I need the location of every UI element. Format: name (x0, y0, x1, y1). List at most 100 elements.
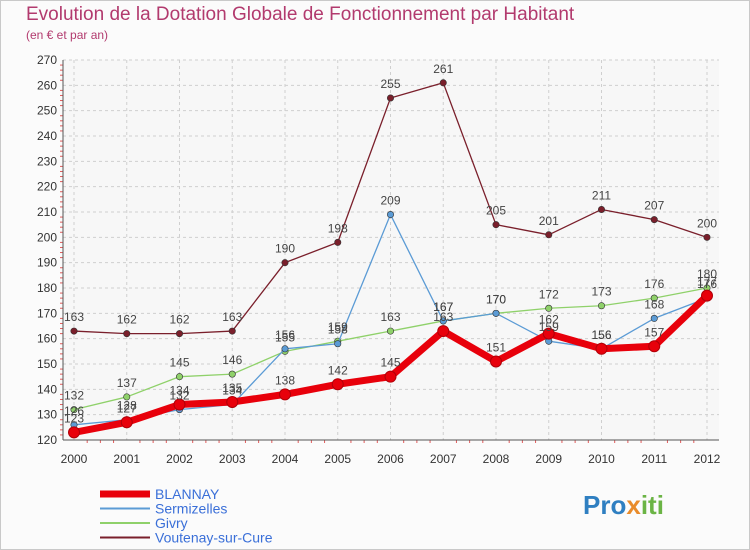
data-label: 145 (380, 356, 400, 370)
data-point-givry (123, 393, 131, 401)
data-point-voutenay-sur-cure (492, 221, 500, 229)
y-tick-label: 160 (37, 332, 57, 346)
data-point-givry (70, 406, 78, 414)
data-point-blannay (120, 416, 133, 429)
data-label: 162 (169, 313, 189, 327)
x-tick-label: 2000 (61, 452, 88, 466)
chart-title: Evolution de la Dotation Globale de Fonc… (26, 4, 575, 25)
data-point-sermizelles (650, 314, 658, 322)
data-label: 198 (328, 221, 348, 235)
y-tick-label: 250 (37, 104, 57, 118)
data-label: 132 (64, 389, 84, 403)
data-point-blannay (648, 340, 661, 353)
data-point-voutenay-sur-cure (386, 94, 394, 102)
y-tick-label: 230 (37, 154, 57, 168)
data-label: 137 (117, 376, 137, 390)
y-tick-label: 240 (37, 129, 57, 143)
data-label: 261 (433, 62, 453, 76)
data-point-voutenay-sur-cure (650, 216, 658, 224)
data-label: 207 (644, 199, 664, 213)
data-label: 128 (117, 399, 137, 413)
data-point-sermizelles (439, 317, 447, 325)
data-point-givry (597, 302, 605, 310)
y-tick-label: 130 (37, 408, 57, 422)
data-point-givry (176, 373, 184, 381)
data-point-blannay (279, 388, 291, 401)
data-label: 138 (275, 373, 295, 387)
y-tick-label: 210 (37, 205, 57, 219)
data-label: 151 (486, 340, 506, 354)
x-tick-label: 2001 (113, 452, 140, 466)
data-label: 163 (64, 310, 84, 324)
data-point-voutenay-sur-cure (334, 238, 342, 246)
data-point-blannay (331, 378, 344, 391)
data-point-voutenay-sur-cure (545, 231, 553, 239)
data-label: 157 (644, 325, 664, 339)
data-point-voutenay-sur-cure (70, 327, 78, 335)
x-tick-label: 2010 (588, 452, 615, 466)
y-tick-label: 200 (37, 230, 57, 244)
data-label: 162 (117, 313, 137, 327)
y-tick-label: 190 (37, 256, 57, 270)
x-tick-label: 2006 (377, 452, 404, 466)
data-label: 180 (697, 267, 717, 281)
y-tick-label: 220 (37, 180, 57, 194)
data-point-blannay (437, 325, 450, 338)
data-point-blannay (701, 289, 713, 302)
data-label: 158 (328, 323, 348, 337)
data-point-blannay (490, 355, 502, 368)
legend-label: BLANNAY (155, 486, 220, 502)
legend-label: Voutenay-sur-Cure (155, 530, 273, 546)
data-label: 170 (486, 292, 506, 306)
y-tick-label: 140 (37, 382, 57, 396)
data-label: 126 (64, 404, 84, 418)
data-label: 176 (644, 277, 664, 291)
data-point-sermizelles (492, 309, 500, 317)
y-tick-label: 260 (37, 78, 57, 92)
data-label: 201 (539, 214, 559, 228)
data-label: 142 (328, 363, 348, 377)
data-label: 127 (117, 401, 137, 415)
data-point-blannay (226, 396, 239, 408)
data-label: 205 (486, 204, 506, 218)
data-label: 255 (380, 77, 400, 91)
chart-subtitle: (en € et par an) (26, 28, 109, 42)
data-label: 132 (169, 389, 189, 403)
data-point-sermizelles (386, 211, 394, 219)
x-tick-label: 2007 (430, 452, 457, 466)
data-point-givry (228, 370, 236, 378)
data-label: 156 (275, 328, 295, 342)
legend-label: Sermizelles (155, 501, 227, 517)
data-label: 135 (222, 381, 242, 395)
data-point-givry (650, 294, 658, 302)
x-tick-label: 2002 (166, 452, 193, 466)
data-label: 155 (275, 330, 295, 344)
y-tick-label: 120 (37, 433, 57, 447)
data-label: 176 (697, 277, 717, 291)
x-tick-label: 2003 (219, 452, 246, 466)
data-point-blannay (173, 398, 186, 411)
y-tick-label: 150 (37, 357, 57, 371)
data-label: 200 (697, 216, 717, 230)
data-label: 156 (591, 328, 611, 342)
data-label: 209 (380, 194, 400, 208)
data-point-voutenay-sur-cure (439, 79, 447, 87)
data-label: 134 (222, 384, 242, 398)
data-label: 177 (697, 275, 717, 289)
x-tick-label: 2009 (535, 452, 562, 466)
data-label: 159 (328, 320, 348, 334)
x-tick-label: 2008 (483, 452, 510, 466)
data-label: 163 (222, 310, 242, 324)
data-point-blannay (595, 342, 608, 355)
data-label: 211 (592, 188, 611, 202)
x-tick-label: 2004 (272, 452, 299, 466)
data-label: 163 (433, 310, 453, 324)
x-tick-label: 2011 (641, 452, 667, 466)
legend-label: Givry (155, 515, 188, 531)
data-label: 123 (64, 411, 84, 425)
data-point-sermizelles (281, 345, 289, 353)
data-point-givry (386, 327, 394, 335)
x-tick-label: 2012 (694, 452, 721, 466)
data-point-blannay (384, 370, 397, 383)
